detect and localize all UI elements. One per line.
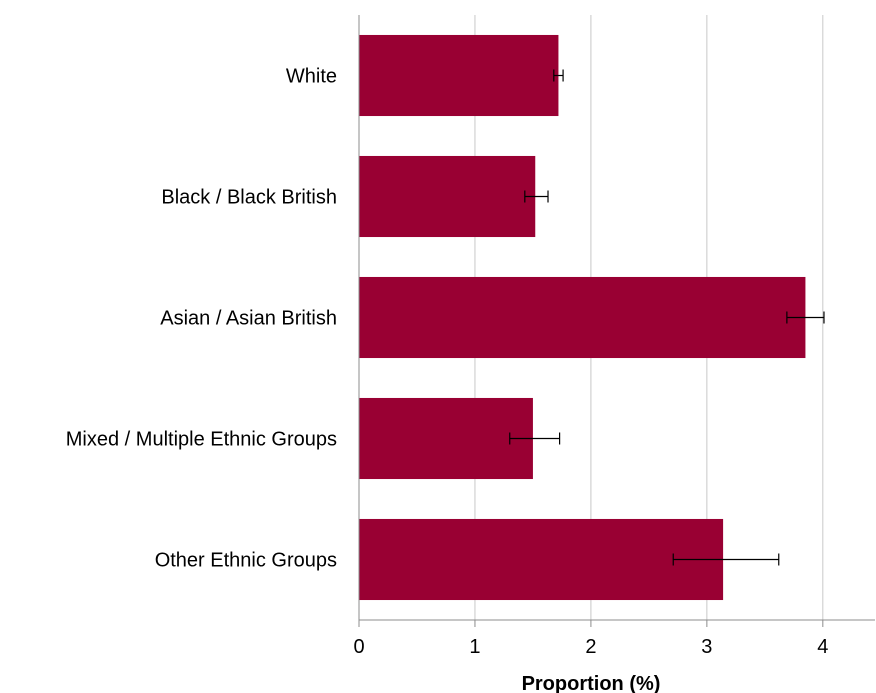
x-tick-label-1: 1 bbox=[469, 636, 480, 658]
bar-4 bbox=[359, 519, 723, 600]
x-tick-label-4: 4 bbox=[817, 636, 828, 658]
bar-0 bbox=[359, 35, 558, 116]
x-tick-label-3: 3 bbox=[701, 636, 712, 658]
category-label-2: Asian / Asian British bbox=[160, 308, 337, 330]
bar-1 bbox=[359, 156, 535, 237]
x-axis-title: Proportion (%) bbox=[522, 673, 661, 693]
category-labels: White Black / Black British Asian / Asian … bbox=[66, 66, 337, 572]
category-label-3: Mixed / Multiple Ethnic Groups bbox=[66, 429, 337, 451]
bar-3 bbox=[359, 398, 533, 479]
bar-2 bbox=[359, 277, 805, 358]
x-tick-label-0: 0 bbox=[353, 636, 364, 658]
bars bbox=[359, 35, 805, 600]
category-label-0: White bbox=[286, 66, 337, 88]
x-tick-label-2: 2 bbox=[585, 636, 596, 658]
category-label-1: Black / Black British bbox=[161, 187, 337, 209]
category-label-4: Other Ethnic Groups bbox=[155, 550, 337, 572]
